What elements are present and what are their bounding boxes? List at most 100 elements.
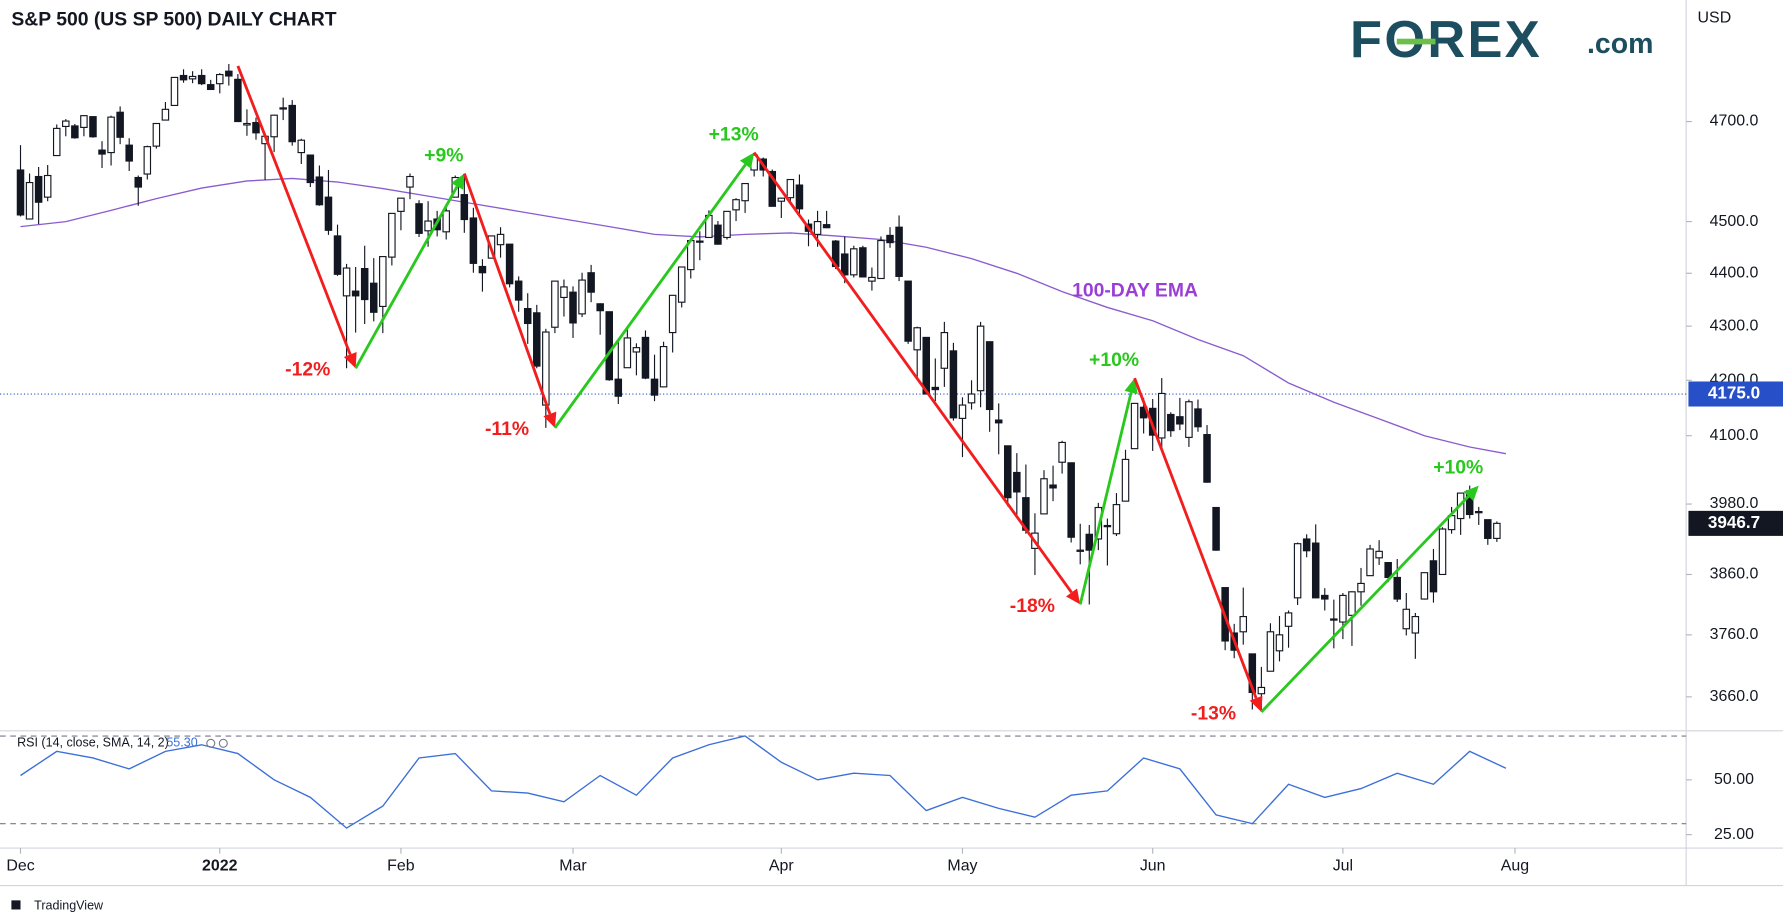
y-tick-label: 4100.0: [1710, 427, 1759, 444]
candle-body: [840, 253, 849, 276]
footer-text: TradingView: [34, 898, 104, 912]
candle-body: [188, 75, 197, 80]
move-arrow: [462, 173, 552, 415]
logo-main: FOREX: [1350, 11, 1542, 69]
move-label: -11%: [485, 418, 529, 440]
candle-body: [1330, 618, 1338, 621]
last-price-label: 3946.7: [1708, 513, 1760, 532]
candle-body: [985, 341, 994, 411]
candle-body: [1049, 484, 1057, 489]
candle-body: [641, 336, 650, 379]
candle-body: [614, 378, 623, 397]
candle-body: [1438, 528, 1447, 576]
icon: [206, 738, 216, 748]
candle-body: [152, 122, 161, 147]
rsi-icons: [206, 738, 228, 748]
candle-body: [632, 347, 641, 353]
candle-body: [523, 307, 532, 325]
candle-body: [1429, 560, 1438, 593]
x-tick-label: Apr: [769, 857, 795, 874]
candle-body: [297, 139, 306, 154]
x-tick-label: Jul: [1333, 857, 1353, 874]
candle-body: [71, 125, 79, 139]
move-arrow: [1260, 495, 1470, 713]
candle-body: [1167, 413, 1175, 432]
candle-body: [1040, 478, 1048, 515]
arrow-head: [343, 351, 357, 369]
y-tick-label: 3660.0: [1710, 688, 1759, 705]
candle-body: [1112, 504, 1121, 535]
x-tick-label: Jun: [1140, 857, 1166, 874]
candle-body: [1058, 441, 1066, 463]
candle-body: [52, 127, 61, 157]
move-label: -13%: [1191, 702, 1236, 724]
arrow-head: [1463, 485, 1479, 502]
rsi-pane: [0, 735, 1692, 836]
candle-body: [80, 115, 88, 128]
candle-body: [34, 175, 43, 203]
candle-body: [1484, 519, 1492, 539]
rsi-line: [20, 735, 1507, 829]
candle-body: [397, 197, 405, 212]
last-price-tag: [1688, 510, 1783, 536]
candle-body: [342, 267, 351, 297]
labels: 4700.04500.04400.04300.04200.04100.03980…: [6, 113, 1783, 874]
candle-body: [1275, 634, 1284, 652]
candle-body: [1339, 594, 1347, 623]
y-tick-label: 3860.0: [1710, 566, 1759, 583]
move-arrow: [1078, 392, 1133, 605]
candle-body: [976, 325, 985, 392]
ema-layer: [20, 177, 1507, 455]
candle-body: [62, 120, 70, 128]
candle-body: [25, 181, 34, 220]
footer: TradingView: [11, 898, 104, 912]
candle-body: [469, 217, 478, 264]
candle-body: [406, 175, 414, 188]
candle-body: [324, 196, 333, 231]
candle-body: [723, 210, 731, 239]
candle-body: [1257, 686, 1266, 695]
candle-body: [569, 291, 577, 324]
candle-body: [895, 226, 903, 277]
candle-body: [252, 121, 260, 134]
move-label: -12%: [285, 359, 330, 381]
move-arrow: [1133, 377, 1258, 699]
candle-body: [967, 393, 976, 404]
candle-body: [587, 272, 595, 293]
move-label: +10%: [1433, 457, 1483, 479]
candle-body: [107, 116, 115, 154]
rsi-title: RSI (14, close, SMA, 14, 2): [17, 736, 169, 750]
candle-body: [886, 234, 894, 244]
candle-body: [388, 212, 396, 258]
arrow-head: [1249, 695, 1263, 712]
candle-body: [505, 243, 514, 285]
candle-body: [1357, 582, 1365, 593]
candle-body: [1474, 510, 1483, 514]
candle-body: [813, 220, 822, 235]
candle-body: [478, 265, 487, 274]
candle-body: [1402, 608, 1411, 630]
candle-body: [243, 122, 251, 126]
x-tick-label: 2022: [202, 857, 238, 874]
candle-body: [179, 74, 188, 81]
candle-body: [1194, 408, 1202, 428]
candle-body: [1411, 615, 1420, 634]
axes: [0, 0, 1783, 887]
candle-body: [560, 286, 568, 299]
move-arrow: [553, 163, 747, 429]
candle-body: [677, 266, 686, 303]
candle-body: [216, 73, 224, 85]
candle-body: [116, 111, 124, 138]
candle-body: [1248, 653, 1257, 694]
move-arrow: [236, 65, 352, 355]
rsi-value: 55.30: [166, 736, 197, 750]
candle-body: [234, 78, 242, 123]
move-label: +13%: [709, 124, 759, 146]
candle-body: [850, 248, 858, 276]
price-line-label: 4175.0: [1708, 384, 1760, 403]
candle-body: [877, 239, 885, 280]
candle-body: [424, 220, 432, 232]
annotations: [236, 65, 1479, 713]
candle-body: [1203, 434, 1211, 483]
